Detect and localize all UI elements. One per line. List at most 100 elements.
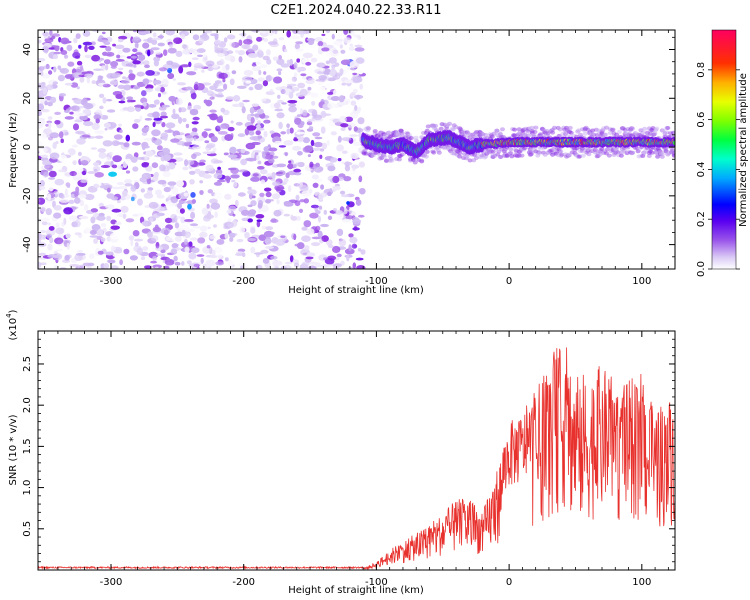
heatmap-cell: [184, 159, 189, 167]
heatmap-cell: [349, 86, 353, 90]
heatmap-cell: [149, 217, 154, 222]
heatmap-cell: [158, 67, 168, 72]
heatmap-cell: [228, 154, 238, 159]
heatmap-cell: [240, 148, 246, 154]
heatmap-cell: [268, 158, 275, 164]
heatmap-cell: [136, 235, 141, 240]
heatmap-cell: [325, 60, 330, 65]
heatmap-cell: [150, 260, 158, 264]
heatmap-cell: [76, 138, 86, 145]
heatmap-cell: [303, 198, 309, 204]
heatmap-cell: [173, 37, 183, 44]
heatmap-cell: [90, 208, 98, 213]
heatmap-cell: [174, 222, 180, 229]
heatmap-cell: [102, 83, 111, 88]
heatmap-cell: [257, 160, 262, 165]
heatmap-cell: [255, 130, 261, 136]
heatmap-cell: [230, 174, 240, 179]
heatmap-cell: [47, 136, 54, 141]
heatmap-cell: [90, 41, 96, 46]
heatmap-cell: [568, 130, 574, 135]
heatmap-cell: [132, 60, 141, 65]
heatmap-cell: [60, 195, 65, 199]
heatmap-cell: [157, 42, 165, 47]
heatmap-cell: [315, 162, 320, 168]
heatmap-cell: [74, 232, 82, 236]
heatmap-cell: [104, 122, 111, 128]
heatmap-cell: [45, 123, 49, 127]
heatmap-cell: [313, 141, 323, 148]
heatmap-cell: [309, 161, 314, 168]
heatmap-cell: [130, 156, 138, 163]
heatmap-cell: [96, 215, 106, 221]
heatmap-cell: [103, 41, 111, 46]
heatmap-cell: [532, 129, 538, 134]
heatmap-cell: [228, 205, 237, 212]
heatmap-cell: [276, 112, 285, 119]
heatmap-cell: [299, 88, 308, 97]
heatmap-cell: [258, 234, 267, 241]
heatmap-cell: [106, 99, 113, 102]
heatmap-cell: [212, 147, 217, 152]
heatmap-cell: [350, 92, 356, 97]
heatmap-cell: [358, 214, 365, 218]
heatmap-cell: [170, 196, 178, 204]
heatmap-cell: [213, 192, 223, 200]
heatmap-cell: [231, 70, 237, 75]
heatmap-cell: [280, 235, 286, 238]
heatmap-cell: [117, 165, 124, 170]
heatmap-cell: [81, 134, 91, 138]
heatmap-cell: [262, 258, 270, 264]
heatmap-cell: [40, 132, 47, 140]
heatmap-cell: [177, 202, 182, 209]
heatmap-cell: [154, 87, 161, 92]
heatmap-cell: [47, 122, 52, 130]
heatmap-cell: [197, 54, 203, 57]
heatmap-cell: [209, 109, 217, 113]
heatmap-cell: [191, 57, 199, 60]
heatmap-cell: [84, 54, 92, 59]
heatmap-cell: [112, 155, 122, 163]
heatmap-cell: [71, 72, 82, 79]
heatmap-cell: [264, 238, 272, 245]
heatmap-cell: [214, 88, 225, 92]
x-tick-label: -300: [100, 577, 123, 588]
heatmap-cell: [216, 253, 223, 259]
heatmap-cell: [103, 263, 109, 269]
heatmap-cell: [53, 54, 58, 60]
heatmap-cell: [326, 139, 330, 146]
heatmap-cell: [104, 127, 108, 131]
heatmap-cell: [55, 227, 64, 235]
heatmap-cell: [508, 151, 514, 155]
heatmap-cell: [308, 261, 318, 265]
heatmap-cell: [320, 223, 329, 228]
heatmap-cell: [215, 125, 221, 132]
heatmap-cell: [139, 115, 143, 121]
heatmap-cell: [447, 121, 452, 126]
heatmap-cell: [247, 53, 258, 58]
heatmap-cell: [77, 151, 82, 157]
heatmap-cell: [349, 134, 359, 137]
heatmap-cell: [339, 68, 344, 75]
heatmap-cell: [293, 72, 298, 78]
heatmap-cell: [204, 214, 214, 219]
heatmap-cell: [55, 141, 59, 145]
heatmap-cell: [412, 160, 418, 165]
heatmap-cell: [136, 71, 145, 77]
heatmap-cell: [143, 192, 154, 199]
heatmap-cell: [335, 210, 344, 215]
heatmap-cell: [58, 169, 67, 173]
heatmap-cell: [199, 231, 208, 238]
heatmap-cell: [162, 165, 170, 173]
heatmap-cell: [152, 175, 158, 182]
heatmap-cell: [163, 154, 172, 162]
heatmap-cell: [38, 197, 46, 205]
heatmap-cell: [275, 86, 284, 91]
heatmap-cell: [110, 232, 120, 240]
heatmap-cell: [586, 152, 592, 157]
heatmap-cell: [89, 229, 97, 235]
heatmap-cell: [312, 147, 322, 151]
heatmap-cell: [294, 43, 300, 50]
heatmap-cell: [286, 128, 290, 135]
